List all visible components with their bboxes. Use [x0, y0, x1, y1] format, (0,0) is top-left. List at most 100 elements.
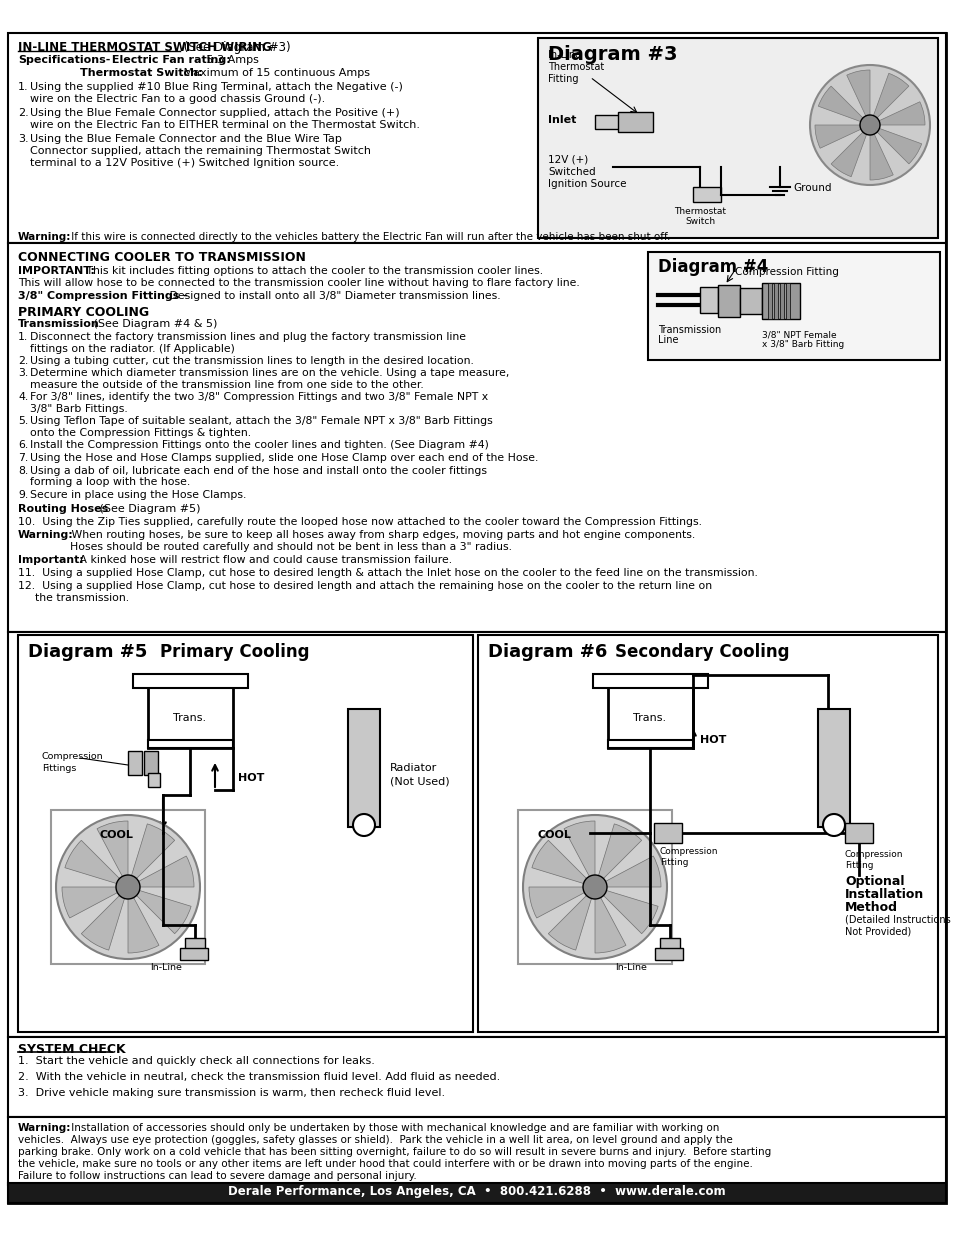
Text: Fitting: Fitting	[547, 74, 578, 84]
Text: Trans.: Trans.	[173, 713, 207, 722]
Text: Compression Fitting: Compression Fitting	[734, 267, 838, 277]
Wedge shape	[869, 125, 892, 180]
Text: Important:: Important:	[18, 555, 84, 564]
Text: Radiator: Radiator	[390, 763, 436, 773]
Text: Not Provided): Not Provided)	[844, 927, 910, 937]
Bar	[180, 948, 208, 960]
Text: Diagram #3: Diagram #3	[547, 44, 677, 64]
Bar	[692, 186, 720, 203]
Text: Derale Performance, Los Angeles, CA  •  800.421.6288  •  www.derale.com: Derale Performance, Los Angeles, CA • 80…	[228, 1184, 725, 1198]
Text: 8.: 8.	[18, 466, 29, 475]
Bar	[8, 1183, 945, 1203]
Text: Using the supplied #10 Blue Ring Terminal, attach the Negative (-): Using the supplied #10 Blue Ring Termina…	[30, 82, 402, 91]
Wedge shape	[65, 840, 128, 887]
Circle shape	[522, 815, 666, 960]
Text: 2.  With the vehicle in neutral, check the transmission fluid level. Add fluid a: 2. With the vehicle in neutral, check th…	[18, 1072, 499, 1082]
Bar	[618, 112, 652, 132]
Wedge shape	[128, 856, 193, 887]
Text: Thermostat: Thermostat	[547, 62, 603, 72]
Text: 3.  Drive vehicle making sure transmission is warm, then recheck fluid level.: 3. Drive vehicle making sure transmissio…	[18, 1088, 445, 1098]
Text: Compression: Compression	[659, 847, 718, 856]
Circle shape	[859, 115, 879, 135]
Bar	[607, 685, 692, 748]
Text: (See Diagram #5): (See Diagram #5)	[96, 504, 200, 514]
Bar	[148, 740, 233, 748]
Text: 10.  Using the Zip Ties supplied, carefully route the looped hose now attached t: 10. Using the Zip Ties supplied, careful…	[18, 517, 701, 527]
Bar	[844, 823, 872, 844]
Text: Trans.: Trans.	[633, 713, 666, 722]
Text: 5.3 Amps: 5.3 Amps	[203, 56, 258, 65]
Bar	[477, 635, 937, 1032]
Text: 6.: 6.	[18, 441, 29, 451]
Circle shape	[822, 814, 844, 836]
Text: Inlet: Inlet	[547, 115, 576, 125]
Text: 1.: 1.	[18, 82, 29, 91]
Text: Designed to install onto all 3/8" Diameter transmission lines.: Designed to install onto all 3/8" Diamet…	[166, 291, 500, 301]
Text: In-Line: In-Line	[615, 963, 646, 972]
Text: HOT: HOT	[237, 773, 264, 783]
Text: Secure in place using the Hose Clamps.: Secure in place using the Hose Clamps.	[30, 489, 246, 499]
Circle shape	[582, 876, 606, 899]
Bar	[132, 674, 248, 688]
Bar	[185, 939, 205, 950]
Text: CONNECTING COOLER TO TRANSMISSION: CONNECTING COOLER TO TRANSMISSION	[18, 251, 306, 264]
Text: Switch: Switch	[684, 217, 715, 226]
Bar	[740, 288, 761, 314]
Text: parking brake. Only work on a cold vehicle that has been sitting overnight, fail: parking brake. Only work on a cold vehic…	[18, 1147, 770, 1157]
Text: Electric Fan rating:: Electric Fan rating:	[108, 56, 231, 65]
Circle shape	[353, 814, 375, 836]
Wedge shape	[595, 887, 658, 934]
Wedge shape	[818, 86, 869, 125]
Text: COOL: COOL	[100, 830, 133, 840]
Bar	[767, 283, 771, 319]
Bar	[817, 709, 849, 827]
Bar	[148, 773, 160, 787]
Text: 12V (+): 12V (+)	[547, 156, 588, 165]
Bar	[8, 632, 945, 1037]
Bar	[659, 939, 679, 950]
Text: Warning:: Warning:	[18, 530, 73, 540]
Text: Installation: Installation	[844, 888, 923, 902]
Text: Ground: Ground	[792, 183, 831, 193]
Bar	[700, 287, 718, 312]
Text: 2.: 2.	[18, 107, 29, 119]
Bar	[593, 674, 707, 688]
Wedge shape	[97, 821, 128, 887]
Text: Install the Compression Fittings onto the cooler lines and tighten. (See Diagram: Install the Compression Fittings onto th…	[30, 441, 488, 451]
Circle shape	[56, 815, 200, 960]
Text: x 3/8" Barb Fitting: x 3/8" Barb Fitting	[761, 340, 843, 350]
Text: Warning:: Warning:	[18, 1123, 71, 1132]
Text: Transmission: Transmission	[658, 325, 720, 335]
Text: Diagram #6: Diagram #6	[488, 643, 607, 661]
Text: Using the Blue Female Connector supplied, attach the Positive (+): Using the Blue Female Connector supplied…	[30, 107, 399, 119]
Text: Line: Line	[658, 335, 678, 345]
Wedge shape	[532, 840, 595, 887]
Wedge shape	[830, 125, 869, 177]
Text: wire on the Electric Fan to EITHER terminal on the Thermostat Switch.: wire on the Electric Fan to EITHER termi…	[30, 120, 419, 130]
Text: Failure to follow instructions can lead to severe damage and personal injury.: Failure to follow instructions can lead …	[18, 1171, 416, 1181]
Text: SYSTEM CHECK: SYSTEM CHECK	[18, 1044, 126, 1056]
Bar	[647, 252, 939, 359]
Bar	[718, 285, 740, 317]
Text: the transmission.: the transmission.	[35, 593, 129, 603]
Text: Compression: Compression	[42, 752, 104, 761]
Text: wire on the Electric Fan to a good chassis Ground (-).: wire on the Electric Fan to a good chass…	[30, 94, 325, 104]
Text: Fitting: Fitting	[659, 858, 688, 867]
Bar	[348, 709, 379, 827]
Wedge shape	[62, 887, 128, 918]
Text: vehicles.  Always use eye protection (goggles, safety glasses or shield).  Park : vehicles. Always use eye protection (gog…	[18, 1135, 732, 1145]
Wedge shape	[595, 887, 625, 953]
Wedge shape	[814, 125, 869, 148]
Text: terminal to a 12V Positive (+) Switched Ignition source.: terminal to a 12V Positive (+) Switched …	[30, 158, 339, 168]
Text: 2.: 2.	[18, 356, 29, 366]
Text: Hoses should be routed carefully and should not be bent in less than a 3" radius: Hoses should be routed carefully and sho…	[70, 542, 512, 552]
Text: Thermostat: Thermostat	[673, 207, 725, 216]
Bar	[128, 751, 142, 776]
Text: For 3/8" lines, identify the two 3/8" Compression Fittings and two 3/8" Female N: For 3/8" lines, identify the two 3/8" Co…	[30, 393, 488, 403]
Text: Specifications-: Specifications-	[18, 56, 111, 65]
Bar	[655, 948, 682, 960]
Text: onto the Compression Fittings & tighten.: onto the Compression Fittings & tighten.	[30, 429, 251, 438]
Text: forming a loop with the hose.: forming a loop with the hose.	[30, 477, 190, 487]
Text: 3.: 3.	[18, 368, 29, 378]
Text: 1.: 1.	[18, 332, 29, 342]
